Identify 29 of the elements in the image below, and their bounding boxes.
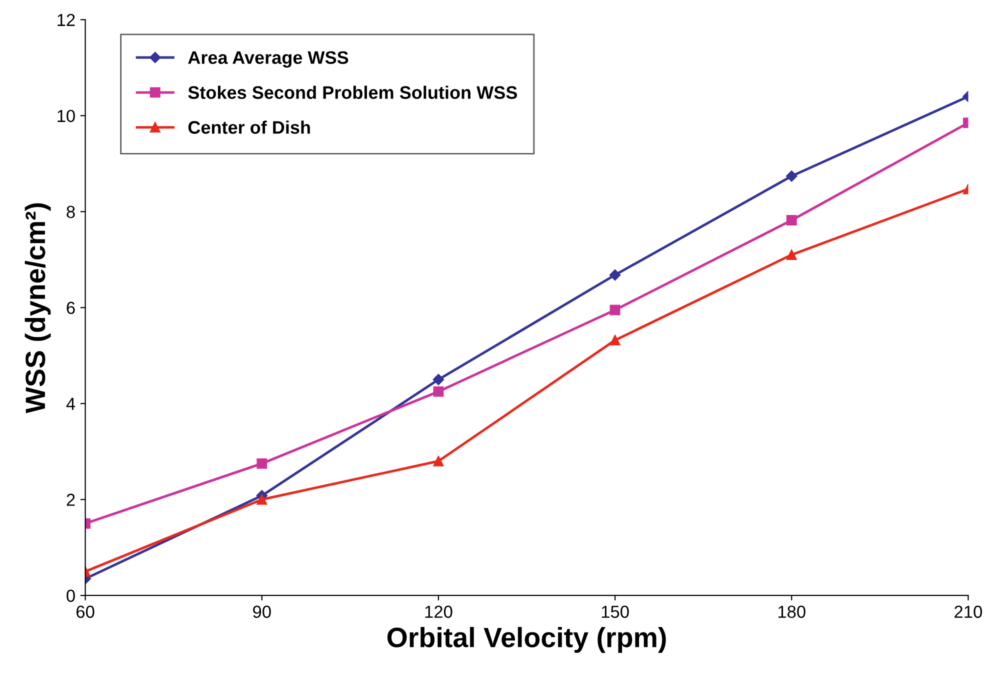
y-tick-label: 6: [66, 302, 75, 314]
x-axis-title: Orbital Velocity (rpm): [387, 626, 666, 653]
point: [433, 456, 444, 466]
point: [432, 374, 444, 386]
y-tick-label: 4: [66, 398, 76, 410]
point: [786, 215, 797, 226]
point: [256, 458, 268, 469]
y-axis-title: WSS (dyne/cm²): [24, 203, 51, 414]
point: [609, 269, 621, 281]
y-tick-label: 8: [66, 206, 75, 218]
legend-label: Center of Dish: [188, 120, 310, 134]
y-tick-label: 0: [66, 590, 75, 602]
x-tick-label: 180: [778, 606, 806, 618]
x-tick-label: 90: [253, 606, 271, 618]
point: [786, 250, 797, 260]
y-tick-label: 10: [58, 110, 75, 122]
point: [610, 304, 620, 316]
legend-label: Area Average WSS: [188, 51, 348, 68]
point: [433, 386, 444, 397]
y-tick-label: 2: [66, 494, 75, 506]
x-tick-label: 60: [76, 606, 94, 618]
legend-label: Stokes Second Problem Solution WSS: [188, 86, 517, 99]
point: [786, 170, 798, 182]
point: [256, 494, 268, 505]
x-tick-label: 210: [954, 606, 982, 618]
y-tick-label: 12: [58, 14, 75, 26]
point: [610, 335, 620, 346]
x-tick-label: 120: [425, 606, 452, 618]
x-tick-label: 150: [602, 606, 629, 618]
